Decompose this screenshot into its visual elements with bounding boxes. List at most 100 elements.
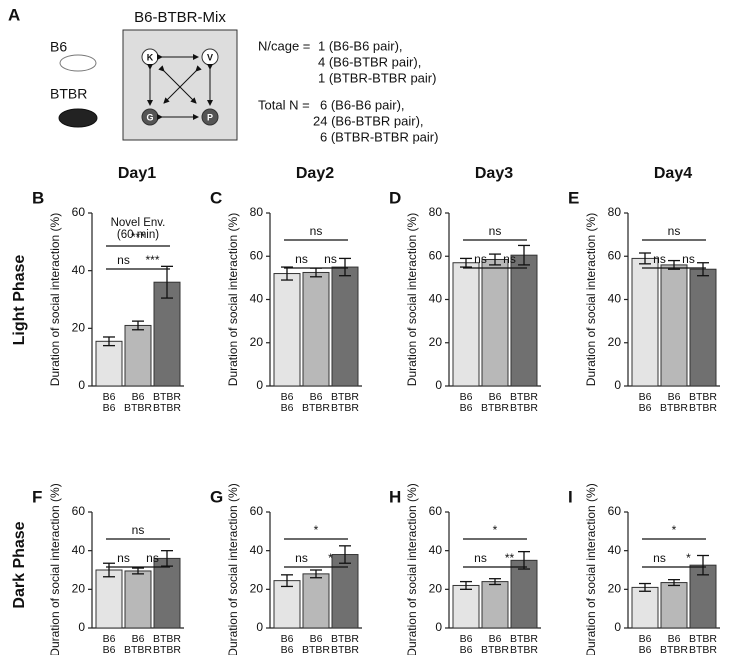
x-tick-label: BTBR [689, 633, 717, 645]
ncage-line: 1 (B6-B6 pair), [318, 38, 403, 53]
x-tick-label: B6 [668, 633, 681, 645]
bar [153, 281, 181, 387]
x-tick-label: B6 [460, 391, 473, 403]
y-tick-label: 60 [429, 248, 443, 262]
significance-label: ns [503, 252, 516, 266]
y-tick-label: 20 [250, 582, 264, 596]
strain-label: BTBR [50, 86, 87, 102]
x-tick-label: BTBR [660, 402, 688, 414]
x-tick-label: B6 [132, 391, 145, 403]
x-tick-label: BTBR [481, 644, 509, 655]
bar [631, 586, 659, 629]
y-tick-label: 60 [608, 504, 622, 518]
y-tick-label: 60 [250, 504, 264, 518]
y-tick-label: 60 [429, 504, 443, 518]
x-tick-label: BTBR [689, 402, 717, 414]
y-tick-label: 0 [614, 620, 621, 634]
x-tick-label: B6 [103, 391, 116, 403]
box-title: B6-BTBR-Mix [134, 9, 226, 26]
panel-letter: D [389, 188, 401, 207]
significance-label: ns [117, 253, 130, 267]
y-tick-label: 20 [608, 582, 622, 596]
mouse-label: V [207, 52, 213, 62]
x-tick-label: B6 [103, 402, 116, 414]
y-tick-label: 20 [250, 335, 264, 349]
bar [331, 554, 359, 629]
bar [302, 271, 330, 387]
x-tick-label: B6 [132, 633, 145, 645]
panel-letter: F [32, 487, 42, 506]
x-tick-label: B6 [460, 633, 473, 645]
significance-label: ns [653, 252, 666, 266]
significance-label: ns [295, 551, 308, 565]
annotation: Novel Env. [111, 217, 166, 229]
bar [510, 559, 538, 629]
ncage-line: 4 (B6-BTBR pair), [318, 54, 421, 69]
x-tick-label: BTBR [124, 644, 152, 655]
x-tick-label: B6 [310, 633, 323, 645]
bar [481, 581, 509, 629]
y-tick-label: 80 [608, 205, 622, 219]
panel-letter: A [8, 5, 20, 24]
y-tick-label: 40 [429, 543, 443, 557]
column-title: Day3 [475, 165, 513, 182]
x-tick-label: BTBR [153, 402, 181, 414]
x-tick-label: B6 [281, 402, 294, 414]
y-axis-label: Duration of social interaction (%) [584, 213, 598, 386]
bar [273, 273, 301, 387]
x-tick-label: B6 [281, 644, 294, 655]
significance-label: * [493, 523, 498, 537]
bar [124, 570, 152, 629]
mouse-label: P [207, 112, 213, 122]
bar [153, 557, 181, 629]
y-axis-label: Duration of social interaction (%) [48, 213, 62, 386]
x-tick-label: B6 [489, 633, 502, 645]
panel-letter: E [568, 188, 579, 207]
x-tick-label: BTBR [689, 644, 717, 655]
y-tick-label: 20 [72, 582, 86, 596]
row-label: Dark Phase [11, 521, 28, 608]
significance-label: ** [505, 551, 515, 565]
cage-mice [141, 48, 219, 126]
total-label: Total N = [258, 97, 310, 112]
y-tick-label: 0 [614, 378, 621, 392]
significance-label: ns [474, 551, 487, 565]
bar [510, 254, 538, 387]
ncage-label: N/cage = [258, 38, 310, 53]
panel-letter: G [210, 487, 223, 506]
x-tick-label: B6 [460, 402, 473, 414]
x-tick-label: B6 [103, 644, 116, 655]
mouse-label: G [146, 112, 153, 122]
bar [660, 582, 688, 629]
strain-label: B6 [50, 39, 67, 55]
bar [689, 268, 717, 387]
y-axis-label: Duration of social interaction (%) [584, 483, 598, 655]
panel-letter: I [568, 487, 573, 506]
x-tick-label: B6 [489, 391, 502, 403]
x-tick-label: B6 [639, 633, 652, 645]
bar [95, 340, 123, 387]
mouse-icon [58, 108, 98, 128]
x-tick-label: BTBR [331, 391, 359, 403]
significance-label: ns [146, 551, 159, 565]
x-tick-label: B6 [639, 644, 652, 655]
significance-label: * [328, 551, 333, 565]
bar [302, 573, 330, 629]
y-tick-label: 0 [435, 378, 442, 392]
bar [273, 580, 301, 629]
y-tick-label: 40 [72, 263, 86, 277]
x-tick-label: BTBR [510, 633, 538, 645]
bar [689, 564, 717, 629]
x-tick-label: BTBR [153, 644, 181, 655]
y-axis-label: Duration of social interaction (%) [48, 483, 62, 655]
x-tick-label: BTBR [510, 644, 538, 655]
x-tick-label: B6 [639, 391, 652, 403]
x-tick-label: BTBR [124, 402, 152, 414]
panel-letter: H [389, 487, 401, 506]
significance-label: ns [474, 252, 487, 266]
y-tick-label: 40 [250, 292, 264, 306]
bar [124, 324, 152, 387]
y-tick-label: 40 [250, 543, 264, 557]
significance-label: ns [668, 224, 681, 238]
